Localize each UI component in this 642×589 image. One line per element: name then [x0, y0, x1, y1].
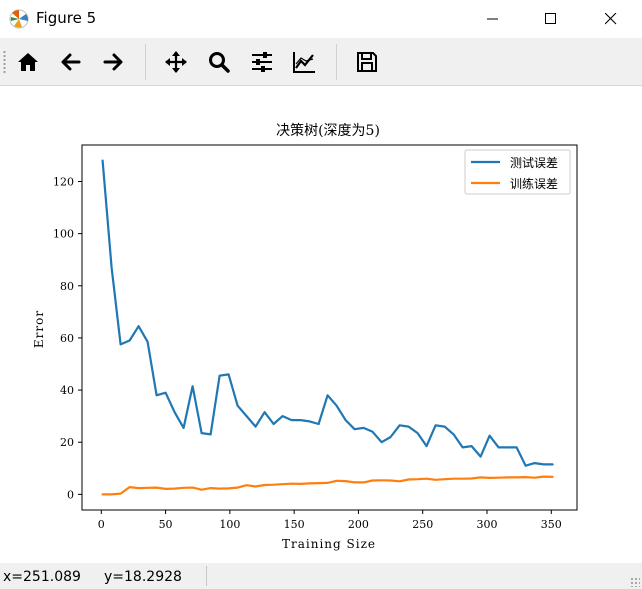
- x-axis-label: Training Size: [282, 537, 376, 551]
- home-icon: [18, 53, 38, 71]
- toolbar-separator: [145, 44, 146, 80]
- magnifier-icon: [209, 52, 230, 73]
- edit-axis-button[interactable]: [288, 46, 320, 78]
- window-title: Figure 5: [36, 9, 97, 27]
- close-icon: [605, 13, 617, 25]
- x-tick-label: 350: [541, 518, 562, 531]
- matplotlib-icon: [9, 9, 29, 29]
- move-icon: [165, 51, 187, 73]
- resize-grip[interactable]: [630, 577, 640, 587]
- plot-frame: [81, 144, 578, 511]
- maximize-button[interactable]: [528, 0, 574, 38]
- close-button[interactable]: [588, 0, 634, 38]
- navigation-toolbar: [0, 38, 642, 85]
- y-tick-label: 40: [60, 384, 74, 397]
- y-tick-label: 0: [67, 488, 74, 501]
- status-divider: [206, 566, 207, 586]
- x-tick-label: 300: [477, 518, 498, 531]
- home-button[interactable]: [12, 46, 44, 78]
- x-tick-label: 50: [159, 518, 173, 531]
- y-tick-label: 80: [60, 280, 74, 293]
- figure-canvas[interactable]: 决策树(深度为5) 0 50 100 150 200 250 300 350 0 20 40 60 80…: [0, 85, 642, 564]
- y-tick-label: 20: [60, 436, 74, 449]
- maximize-icon: [545, 13, 556, 24]
- series-line-test: [101, 159, 554, 467]
- line-chart-icon: [293, 52, 315, 73]
- toolbar-grip[interactable]: [3, 50, 6, 74]
- minimize-icon: [487, 18, 498, 20]
- configure-subplots-button[interactable]: [246, 46, 278, 78]
- forward-button[interactable]: [97, 46, 129, 78]
- y-axis-label: Error: [32, 310, 46, 348]
- back-button[interactable]: [55, 46, 87, 78]
- x-tick-label: 0: [98, 518, 105, 531]
- status-y-coordinate: y=18.2928: [104, 569, 182, 585]
- y-tick-label: 100: [53, 228, 74, 241]
- legend: 测试误差 训练误差: [464, 149, 571, 195]
- x-tick-label: 100: [219, 518, 240, 531]
- sliders-icon: [252, 52, 272, 72]
- minimize-button[interactable]: [470, 0, 516, 38]
- legend-label-test: 测试误差: [510, 155, 558, 170]
- series-line-train: [101, 475, 554, 496]
- x-tick-label: 150: [284, 518, 305, 531]
- arrow-right-icon: [103, 53, 123, 71]
- save-button[interactable]: [351, 46, 383, 78]
- y-tick-label: 120: [53, 176, 74, 189]
- zoom-button[interactable]: [203, 46, 235, 78]
- arrow-left-icon: [61, 53, 81, 71]
- chart-title: 决策树(深度为5): [276, 122, 380, 139]
- floppy-disk-icon: [357, 52, 377, 72]
- y-tick-label: 60: [60, 332, 74, 345]
- x-tick-label: 250: [412, 518, 433, 531]
- status-x-coordinate: x=251.089: [3, 569, 81, 585]
- x-tick-label: 200: [348, 518, 369, 531]
- chart[interactable]: 决策树(深度为5) 0 50 100 150 200 250 300 350 0 20 40 60 80…: [0, 86, 642, 564]
- status-bar: x=251.089 y=18.2928: [0, 563, 642, 589]
- toolbar-separator: [336, 44, 337, 80]
- title-bar: Figure 5: [0, 0, 642, 38]
- legend-label-train: 训练误差: [510, 176, 558, 191]
- pan-button[interactable]: [160, 46, 192, 78]
